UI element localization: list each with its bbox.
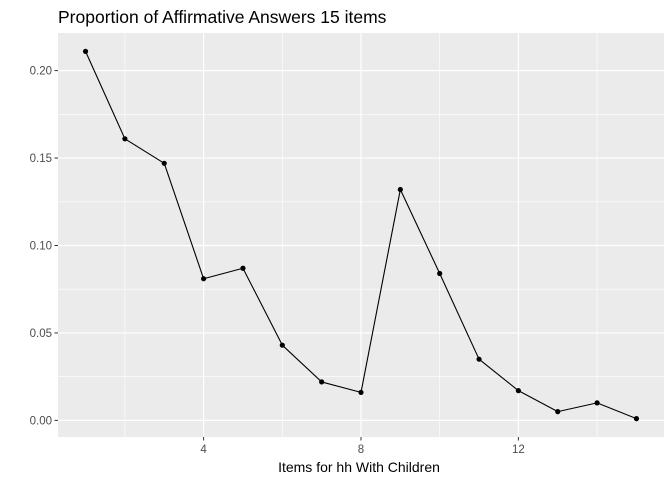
y-tick-label-3: 0.15 <box>30 153 52 165</box>
data-point-15 <box>633 416 640 422</box>
major-gridlines <box>58 33 664 437</box>
data-point-9 <box>397 186 403 193</box>
x-axis-title: Items for hh With Children <box>278 459 440 475</box>
data-point-5 <box>240 265 246 271</box>
data-point-11 <box>476 356 482 362</box>
data-point-2 <box>122 136 128 142</box>
x-tick-label-4: 4 <box>200 444 207 456</box>
data-point-1 <box>82 48 89 54</box>
data-point-8 <box>358 389 364 396</box>
x-tick-label-8: 8 <box>358 444 364 456</box>
chart-title: Proportion of Affirmative Answers 15 ite… <box>58 7 387 27</box>
y-tick-label-2: 0.10 <box>30 240 52 252</box>
data-point-6 <box>279 342 285 348</box>
data-point-10 <box>437 270 443 277</box>
series-layer <box>82 48 640 422</box>
axes: 4 8 12 0.00 0.05 0.10 0.15 0.20 <box>30 66 525 456</box>
y-tick-label-4: 0.20 <box>30 66 52 78</box>
data-point-7 <box>319 379 325 385</box>
y-tick-label-1: 0.05 <box>30 328 52 340</box>
data-point-14 <box>594 400 600 406</box>
x-tick-label-12: 12 <box>512 444 525 456</box>
data-point-13 <box>555 409 561 415</box>
data-point-3 <box>161 160 167 166</box>
data-point-4 <box>200 276 207 282</box>
data-point-12 <box>515 388 522 394</box>
y-tick-label-0: 0.00 <box>30 415 52 427</box>
